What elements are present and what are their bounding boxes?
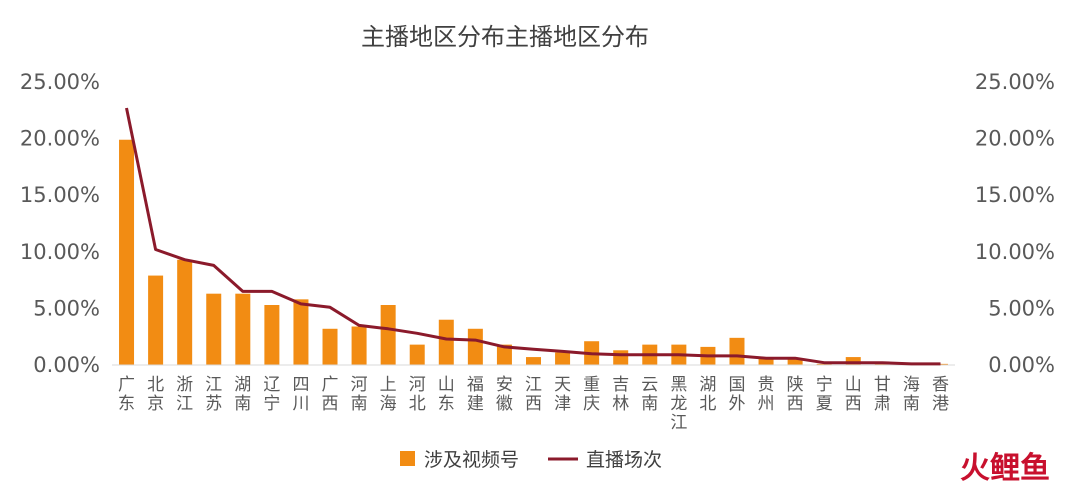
y-tick-label-left: 0.00% bbox=[33, 353, 100, 377]
x-tick-label: 河南 bbox=[351, 375, 368, 414]
x-tick-label: 宁夏 bbox=[816, 375, 833, 414]
bar-24 bbox=[816, 363, 832, 365]
y-tick-label-left: 15.00% bbox=[20, 183, 100, 207]
x-tick-label: 湖南 bbox=[234, 375, 251, 414]
bar-1 bbox=[148, 275, 164, 365]
bar-7 bbox=[322, 328, 338, 365]
x-tick-label: 天津 bbox=[554, 375, 571, 414]
line-series bbox=[125, 107, 941, 366]
y-tick-label-right: 0.00% bbox=[988, 353, 1055, 377]
x-tick-label: 湖北 bbox=[699, 375, 716, 414]
x-tick-label: 江苏 bbox=[205, 375, 222, 414]
x-tick-label: 山东 bbox=[438, 375, 455, 414]
x-tick-label: 吉林 bbox=[612, 375, 629, 414]
bar-9 bbox=[380, 305, 396, 365]
x-tick-label: 广西 bbox=[322, 375, 339, 414]
x-tick-label: 陕西 bbox=[787, 375, 804, 414]
bar-13 bbox=[496, 344, 512, 365]
bar-0 bbox=[119, 139, 135, 365]
bar-8 bbox=[351, 326, 367, 365]
x-tick-label: 安徽 bbox=[496, 375, 513, 414]
y-tick-label-right: 25.00% bbox=[975, 70, 1055, 94]
x-tick-label: 国外 bbox=[728, 375, 745, 414]
bar-22 bbox=[758, 358, 774, 365]
x-tick-label: 辽宁 bbox=[263, 375, 280, 414]
x-tick-label: 海南 bbox=[903, 375, 920, 414]
x-tick-label: 北京 bbox=[147, 375, 164, 414]
x-tick-label: 贵州 bbox=[758, 375, 775, 414]
bar-5 bbox=[264, 305, 280, 365]
x-tick-label: 四川 bbox=[292, 375, 309, 414]
y-tick-label-right: 10.00% bbox=[975, 240, 1055, 264]
bar-26 bbox=[874, 363, 890, 365]
x-tick-label: 重庆 bbox=[583, 375, 600, 414]
bar-23 bbox=[787, 358, 803, 365]
y-tick-label-right: 20.00% bbox=[975, 127, 1055, 151]
bar-3 bbox=[206, 293, 222, 365]
x-tick-label: 香港 bbox=[932, 375, 949, 414]
legend-line-label: 直播场次 bbox=[586, 449, 662, 471]
bar-25 bbox=[845, 357, 861, 365]
bar-4 bbox=[235, 293, 251, 365]
bar-21 bbox=[729, 337, 745, 365]
bar-11 bbox=[438, 319, 454, 365]
y-tick-label-right: 15.00% bbox=[975, 183, 1055, 207]
legend-bar-swatch bbox=[400, 451, 415, 466]
bar-12 bbox=[467, 328, 483, 365]
bar-15 bbox=[555, 352, 571, 365]
bar-17 bbox=[613, 350, 629, 365]
brand-logo: 火鲤鱼 bbox=[960, 451, 1050, 486]
y-axis-left: 0.00% 5.00% 10.00% 15.00% 20.00% 25.00% bbox=[20, 70, 100, 377]
x-tick-label: 黑龙江 bbox=[670, 375, 687, 433]
x-tick-label: 广东 bbox=[118, 375, 135, 414]
x-tick-label: 江西 bbox=[525, 375, 542, 414]
x-tick-label: 云南 bbox=[641, 375, 658, 414]
x-tick-label: 上海 bbox=[380, 375, 397, 414]
x-axis-labels: 广东北京浙江江苏湖南辽宁四川广西河南上海河北山东福建安徽江西天津重庆吉林云南黑龙… bbox=[118, 375, 949, 433]
y-tick-label-left: 25.00% bbox=[20, 70, 100, 94]
x-tick-label: 河北 bbox=[409, 375, 426, 414]
bar-10 bbox=[409, 344, 425, 365]
x-tick-label: 福建 bbox=[467, 375, 484, 414]
y-tick-label-left: 5.00% bbox=[33, 296, 100, 320]
bar-14 bbox=[526, 357, 541, 365]
y-tick-label-left: 20.00% bbox=[20, 127, 100, 151]
x-tick-label: 甘肃 bbox=[874, 375, 891, 414]
bar-2 bbox=[177, 259, 193, 365]
y-axis-right: 0.00% 5.00% 10.00% 15.00% 20.00% 25.00% bbox=[975, 70, 1055, 377]
y-tick-label-right: 5.00% bbox=[988, 296, 1055, 320]
y-tick-label-left: 10.00% bbox=[20, 240, 100, 264]
bar-6 bbox=[293, 299, 309, 365]
x-tick-label: 山西 bbox=[845, 375, 862, 414]
legend-bar-label: 涉及视频号 bbox=[424, 449, 519, 471]
x-tick-label: 浙江 bbox=[176, 375, 193, 414]
bar-series bbox=[119, 139, 948, 365]
legend: 涉及视频号 直播场次 bbox=[400, 449, 662, 471]
chart-title: 主播地区分布主播地区分布 bbox=[361, 23, 649, 51]
